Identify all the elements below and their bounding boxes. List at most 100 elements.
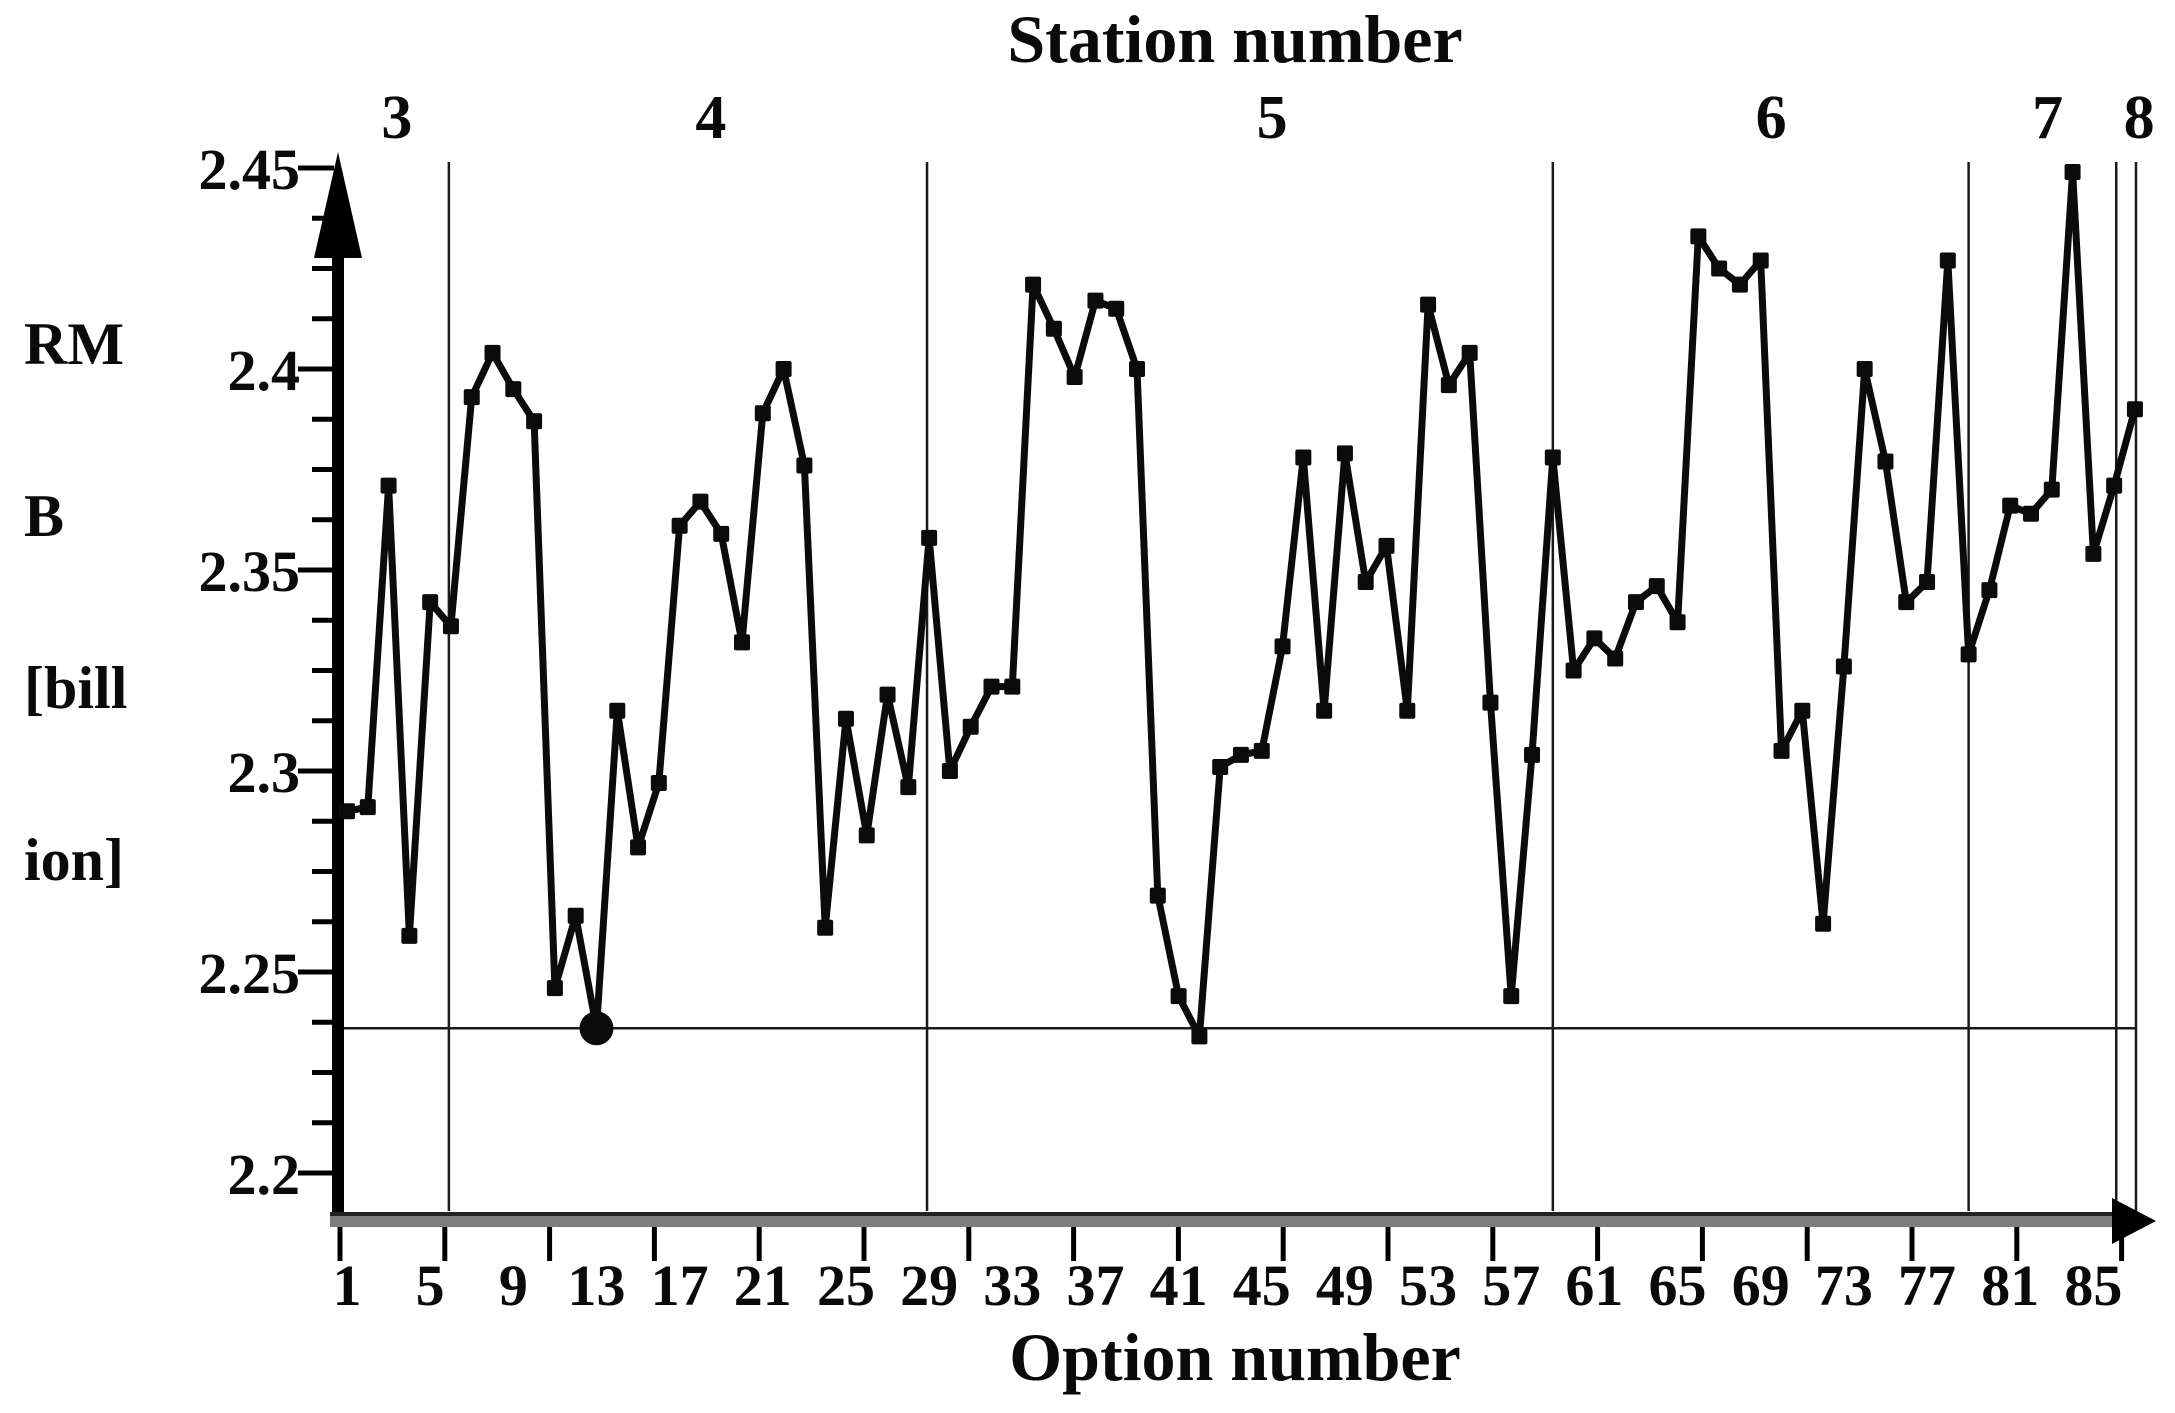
- y-axis-title-line: RM: [24, 311, 124, 377]
- data-point-marker: [359, 799, 376, 816]
- data-point-marker: [837, 710, 854, 727]
- data-point-marker: [2022, 505, 2039, 522]
- x-axis-tick-label: 25: [817, 1253, 875, 1318]
- x-axis-tick-label: 81: [1981, 1253, 2039, 1318]
- data-point-marker: [1440, 377, 1457, 394]
- data-point-marker: [983, 678, 1000, 695]
- station-number-label: 7: [2032, 84, 2063, 152]
- data-point-marker: [1045, 320, 1062, 337]
- data-point-marker: [1773, 742, 1790, 759]
- data-point-marker: [1004, 678, 1021, 695]
- data-point-marker: [1253, 742, 1270, 759]
- station-number-label: 6: [1756, 84, 1787, 152]
- data-point-marker: [1731, 276, 1748, 293]
- y-axis-title: RM B [bill ion]: [24, 258, 214, 946]
- data-point-marker: [1815, 915, 1832, 932]
- x-axis-tick-label: 33: [983, 1253, 1041, 1318]
- data-point-marker: [1336, 445, 1353, 462]
- data-point-marker: [713, 525, 730, 542]
- data-point-marker: [2106, 477, 2123, 494]
- x-axis-tick-label: 45: [1233, 1253, 1291, 1318]
- y-axis-tick-label: 2.45: [199, 137, 301, 202]
- data-point-marker: [1960, 646, 1977, 663]
- x-axis-tick-label: 85: [2064, 1253, 2122, 1318]
- data-point-marker: [1357, 574, 1374, 591]
- station-number-label: 8: [2124, 84, 2155, 152]
- data-point-marker: [2043, 481, 2060, 498]
- data-point-marker: [671, 517, 688, 534]
- data-point-marker: [775, 361, 792, 377]
- series-line: [343, 168, 2139, 1040]
- data-point-marker: [442, 618, 459, 635]
- x-axis-tick-label: 77: [1898, 1253, 1956, 1318]
- x-axis-tick-label: 17: [651, 1253, 709, 1318]
- data-point-marker: [1212, 758, 1229, 775]
- x-axis-tick-label: 73: [1815, 1253, 1873, 1318]
- x-axis-tick-label: 1: [333, 1253, 362, 1318]
- data-point-marker: [1586, 630, 1603, 647]
- data-point-marker: [754, 405, 771, 422]
- data-point-marker: [650, 775, 667, 792]
- data-point-marker: [1191, 1028, 1208, 1045]
- data-point-marker: [1752, 252, 1769, 269]
- y-axis-title-line: B: [24, 483, 65, 549]
- data-point-marker: [1316, 702, 1333, 719]
- data-point-marker: [1627, 594, 1644, 611]
- data-point-marker: [2085, 545, 2102, 562]
- data-point-marker: [1898, 594, 1915, 611]
- data-point-marker: [2002, 497, 2019, 514]
- data-point-marker: [1794, 702, 1811, 719]
- x-axis-tick-label: 37: [1066, 1253, 1124, 1318]
- data-point-marker: [1877, 453, 1894, 470]
- x-axis-edge: [330, 1212, 2114, 1216]
- data-point-marker: [401, 927, 418, 944]
- data-point-marker: [962, 718, 979, 735]
- data-point-marker: [1274, 638, 1291, 655]
- data-point-marker: [1939, 252, 1956, 269]
- data-point-marker: [1690, 228, 1707, 245]
- station-number-label: 5: [1257, 84, 1288, 152]
- x-axis-line: [330, 1216, 2114, 1227]
- data-point-marker: [1378, 537, 1395, 554]
- data-point-marker: [546, 980, 563, 997]
- data-point-marker: [1170, 988, 1187, 1005]
- y-axis-tick-label: 2.2: [228, 1142, 301, 1207]
- data-point-marker: [567, 907, 584, 924]
- data-point-marker: [1835, 658, 1852, 675]
- data-point-marker: [817, 919, 834, 936]
- data-point-marker: [1711, 260, 1728, 277]
- data-point-marker: [1981, 582, 1998, 599]
- station-number-label: 3: [381, 84, 412, 152]
- data-point-marker: [380, 477, 397, 494]
- x-axis-arrow-icon: [2112, 1198, 2156, 1244]
- data-point-marker: [1856, 361, 1873, 377]
- data-point-marker: [1232, 746, 1249, 763]
- y-axis-line: [332, 230, 344, 1221]
- x-axis-tick-label: 61: [1565, 1253, 1623, 1318]
- data-point-marker: [2064, 164, 2081, 181]
- data-point-marker: [1648, 578, 1665, 595]
- y-axis-tick-label: 2.35: [199, 539, 301, 604]
- data-point-marker: [1669, 614, 1686, 631]
- data-point-marker: [1129, 361, 1146, 377]
- data-point-marker: [630, 839, 647, 856]
- y-axis-tick-label: 2.4: [228, 338, 301, 403]
- data-point-marker: [339, 803, 355, 820]
- highlighted-data-point: [579, 1011, 614, 1046]
- data-point-marker: [1295, 449, 1312, 466]
- data-point-marker: [1087, 292, 1104, 309]
- data-point-marker: [505, 381, 522, 398]
- data-point-marker: [1503, 988, 1520, 1005]
- data-point-marker: [1919, 574, 1936, 591]
- x-axis-tick-label: 13: [567, 1253, 625, 1318]
- y-axis-title-line: ion]: [24, 827, 125, 893]
- x-axis-title: Option number: [1009, 1319, 1461, 1395]
- data-point-marker: [879, 686, 896, 703]
- data-point-marker: [422, 594, 439, 611]
- x-axis-tick-label: 9: [499, 1253, 528, 1318]
- data-point-marker: [921, 529, 938, 546]
- y-axis-tick-label: 2.3: [228, 740, 301, 805]
- data-point-marker: [609, 702, 626, 719]
